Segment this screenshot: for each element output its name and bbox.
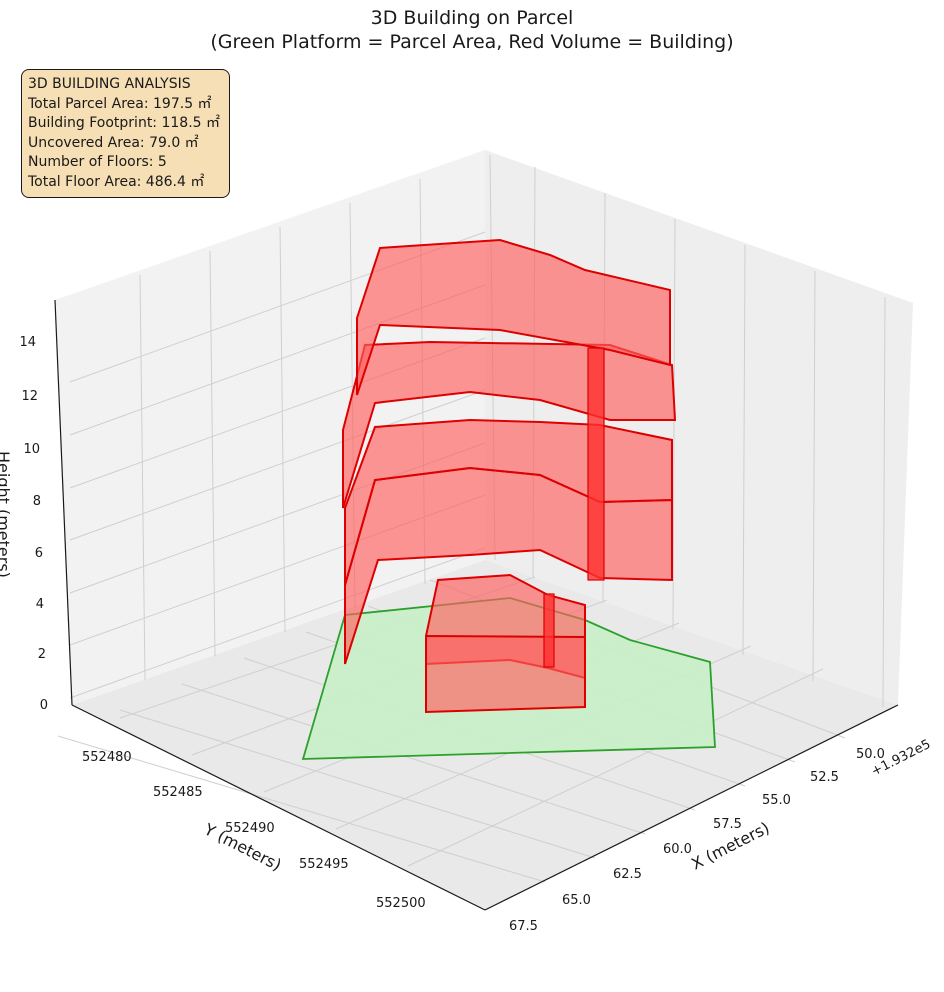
grid-line xyxy=(139,274,146,681)
analysis-info-box: 3D BUILDING ANALYSIS Total Parcel Area: … xyxy=(21,69,230,198)
building-slit xyxy=(587,347,605,581)
z-axis-line xyxy=(54,299,73,706)
info-uncovered-area: Uncovered Area: 79.0 ㎡ xyxy=(28,134,199,151)
chart-title-line2: (Green Platform = Parcel Area, Red Volum… xyxy=(210,31,734,53)
x-axis-line xyxy=(484,704,899,911)
y-axis-line xyxy=(71,704,486,911)
axis-lines xyxy=(54,299,899,911)
z-tick-label: 10 xyxy=(23,442,40,457)
grid-line xyxy=(181,683,646,835)
building-floor-block xyxy=(356,238,671,396)
grid-line xyxy=(57,735,546,883)
z-axis-label: Height (meters) xyxy=(0,451,13,578)
z-axis-ticks: 0 2 4 6 8 10 12 14 xyxy=(19,335,48,713)
grid-line xyxy=(69,547,486,699)
info-floor-count: Number of Floors: 5 xyxy=(28,154,167,170)
x-tick-label: 67.5 xyxy=(509,919,538,934)
building-floor-block xyxy=(425,634,586,714)
info-building-footprint: Building Footprint: 118.5 ㎡ xyxy=(28,115,221,131)
grid-line xyxy=(209,250,216,657)
grid-line xyxy=(742,244,746,656)
z-tick-label: 8 xyxy=(33,494,41,509)
grid-line xyxy=(69,389,486,541)
z-tick-label: 12 xyxy=(21,389,38,404)
chart-title-line1: 3D Building on Parcel xyxy=(370,7,574,29)
info-total-floor-area: Total Floor Area: 486.4 ㎡ xyxy=(28,173,205,190)
y-tick-label: 552495 xyxy=(299,857,349,872)
building-volume xyxy=(342,238,677,714)
grid-line xyxy=(119,709,596,859)
building-slit xyxy=(543,593,555,668)
x-tick-label: 65.0 xyxy=(562,893,591,908)
x-tick-label: 62.5 xyxy=(613,867,642,882)
z-tick-label: 2 xyxy=(38,647,46,662)
info-heading: 3D BUILDING ANALYSIS xyxy=(28,76,191,92)
chart-title: 3D Building on Parcel (Green Platform = … xyxy=(0,6,944,54)
grid-line xyxy=(279,226,286,633)
z-tick-label: 4 xyxy=(36,597,44,612)
y-tick-label: 552485 xyxy=(153,785,203,800)
y-tick-label: 552500 xyxy=(376,896,426,911)
x-tick-label: 50.0 xyxy=(856,747,885,762)
grid-line xyxy=(812,270,816,682)
grid-line xyxy=(882,296,886,708)
grid-line xyxy=(672,218,676,630)
z-tick-label: 6 xyxy=(35,546,43,561)
x-tick-label: 55.0 xyxy=(762,793,791,808)
grid-line xyxy=(407,668,824,867)
y-axis-ticks: 552480 552485 552490 552495 552500 xyxy=(82,750,426,911)
info-parcel-area: Total Parcel Area: 197.5 ㎡ xyxy=(28,95,212,112)
y-tick-label: 552490 xyxy=(225,821,275,836)
x-tick-label: 60.0 xyxy=(663,842,692,857)
z-tick-label: 14 xyxy=(19,335,36,350)
x-tick-label: 52.5 xyxy=(810,770,839,785)
y-tick-label: 552480 xyxy=(82,750,132,765)
x-tick-label: 57.5 xyxy=(713,817,742,832)
z-tick-label: 0 xyxy=(40,698,48,713)
